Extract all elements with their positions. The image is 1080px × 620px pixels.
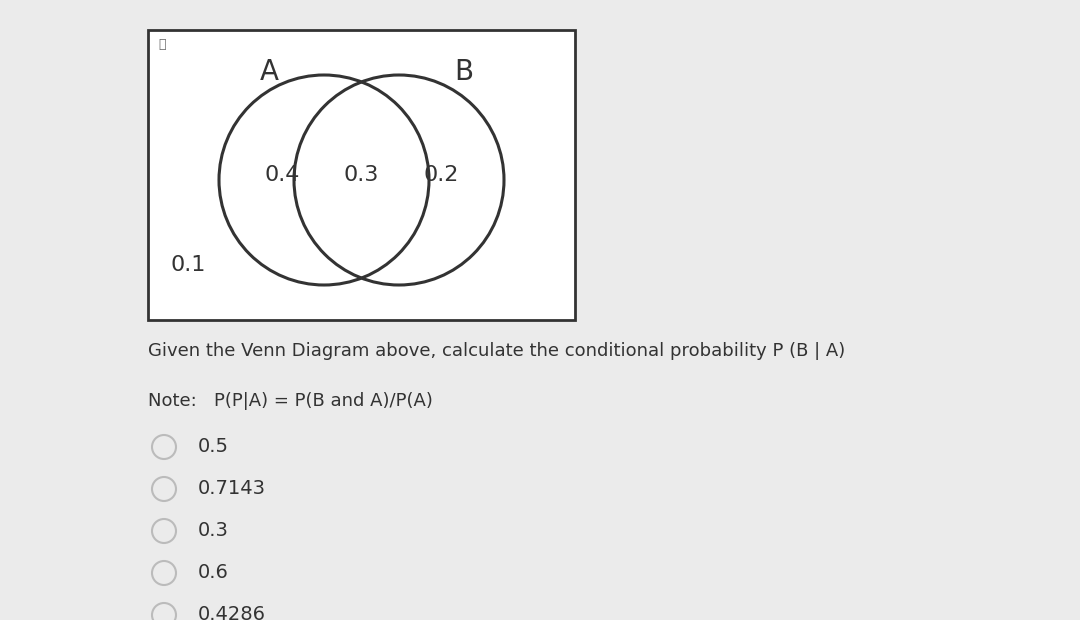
Text: 0.6: 0.6 (198, 564, 229, 583)
Text: 0.5: 0.5 (198, 438, 229, 456)
Text: 0.2: 0.2 (423, 165, 459, 185)
Text: 0.3: 0.3 (343, 165, 379, 185)
Text: 0.3: 0.3 (198, 521, 229, 541)
Text: ⌕: ⌕ (158, 38, 165, 51)
Text: Note:   P(P|A) = P(B and A)/P(A): Note: P(P|A) = P(B and A)/P(A) (148, 392, 433, 410)
Bar (148, 30, 575, 320)
Text: 0.4: 0.4 (265, 165, 299, 185)
Text: A: A (259, 58, 279, 86)
Text: Given the Venn Diagram above, calculate the conditional probability P (B | A): Given the Venn Diagram above, calculate … (148, 342, 846, 360)
Text: 0.7143: 0.7143 (198, 479, 266, 498)
Text: 0.1: 0.1 (170, 255, 205, 275)
Text: B: B (455, 58, 473, 86)
Text: 0.4286: 0.4286 (198, 606, 266, 620)
